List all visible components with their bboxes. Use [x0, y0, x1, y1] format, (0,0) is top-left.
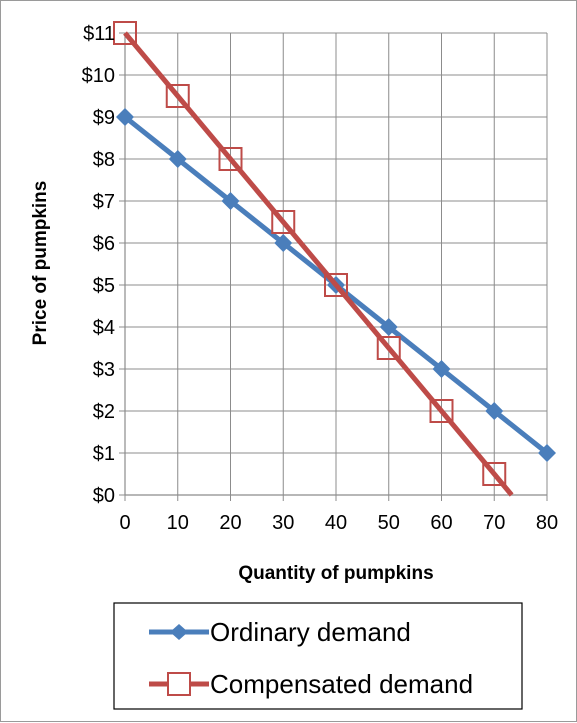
- legend: Ordinary demand Compensated demand: [113, 602, 523, 710]
- legend-item-ordinary: Ordinary demand: [149, 617, 411, 647]
- y-tick-label: $9: [93, 107, 115, 129]
- compensated-demand-point: [429, 399, 454, 423]
- ordinary-demand-point: [274, 234, 293, 252]
- tick-labels: $0 $1 $2 $3 $4 $5 $6 $7 $8 $9 $10 $11 0 10 20 30 40 50 60 7…: [82, 23, 559, 534]
- y-tick-label: $7: [93, 191, 115, 213]
- ordinary-demand-point: [116, 108, 134, 126]
- x-tick-label: 0: [119, 512, 130, 534]
- legend-item-compensated: Compensated demand: [149, 669, 473, 699]
- y-tick-label: $0: [93, 485, 115, 507]
- ordinary-demand-point: [432, 360, 451, 378]
- x-tick-label: 80: [536, 512, 558, 534]
- y-tick-label: $2: [93, 401, 115, 423]
- compensated-demand-point: [324, 273, 348, 297]
- ordinary-demand-point: [538, 444, 556, 462]
- y-tick-label: $4: [93, 317, 115, 339]
- gridlines: [125, 32, 548, 495]
- x-tick-label: 60: [430, 512, 452, 534]
- x-tick-label: 40: [325, 512, 347, 534]
- legend-marker-ordinary: [170, 624, 188, 640]
- legend-label-compensated: Compensated demand: [210, 669, 473, 699]
- compensated-demand-point: [165, 84, 190, 108]
- y-tick-label: $8: [93, 149, 115, 171]
- x-axis-title: Quantity of pumpkins: [238, 563, 433, 584]
- y-tick-label: $3: [93, 359, 115, 381]
- compensated-demand-point: [271, 210, 296, 234]
- y-tick-label: $5: [93, 275, 115, 297]
- compensated-demand-point: [482, 462, 507, 486]
- y-tick-label: $6: [93, 233, 115, 255]
- series-layer: [113, 21, 556, 497]
- y-tick-label: $10: [82, 65, 115, 87]
- x-tick-label: 30: [272, 512, 294, 534]
- ordinary-demand-point: [168, 150, 187, 168]
- y-tick-label: $1: [93, 443, 115, 465]
- x-tick-label: 20: [219, 512, 241, 534]
- y-tick-label: $11: [83, 23, 115, 45]
- y-axis-title: Price of pumpkins: [30, 181, 51, 346]
- legend-label-ordinary: Ordinary demand: [210, 617, 411, 647]
- compensated-demand-point: [218, 147, 243, 171]
- x-tick-label: 70: [483, 512, 505, 534]
- compensated-demand-point: [376, 336, 401, 360]
- ordinary-demand-point: [221, 192, 240, 210]
- x-tick-label: 10: [167, 512, 189, 534]
- compensated-demand-point: [113, 21, 137, 45]
- compensated-demand-line: [123, 31, 514, 497]
- ordinary-demand-point: [485, 402, 504, 420]
- x-tick-label: 50: [378, 512, 400, 534]
- ordinary-demand-point: [379, 318, 398, 336]
- legend-marker-compensated: [167, 672, 191, 696]
